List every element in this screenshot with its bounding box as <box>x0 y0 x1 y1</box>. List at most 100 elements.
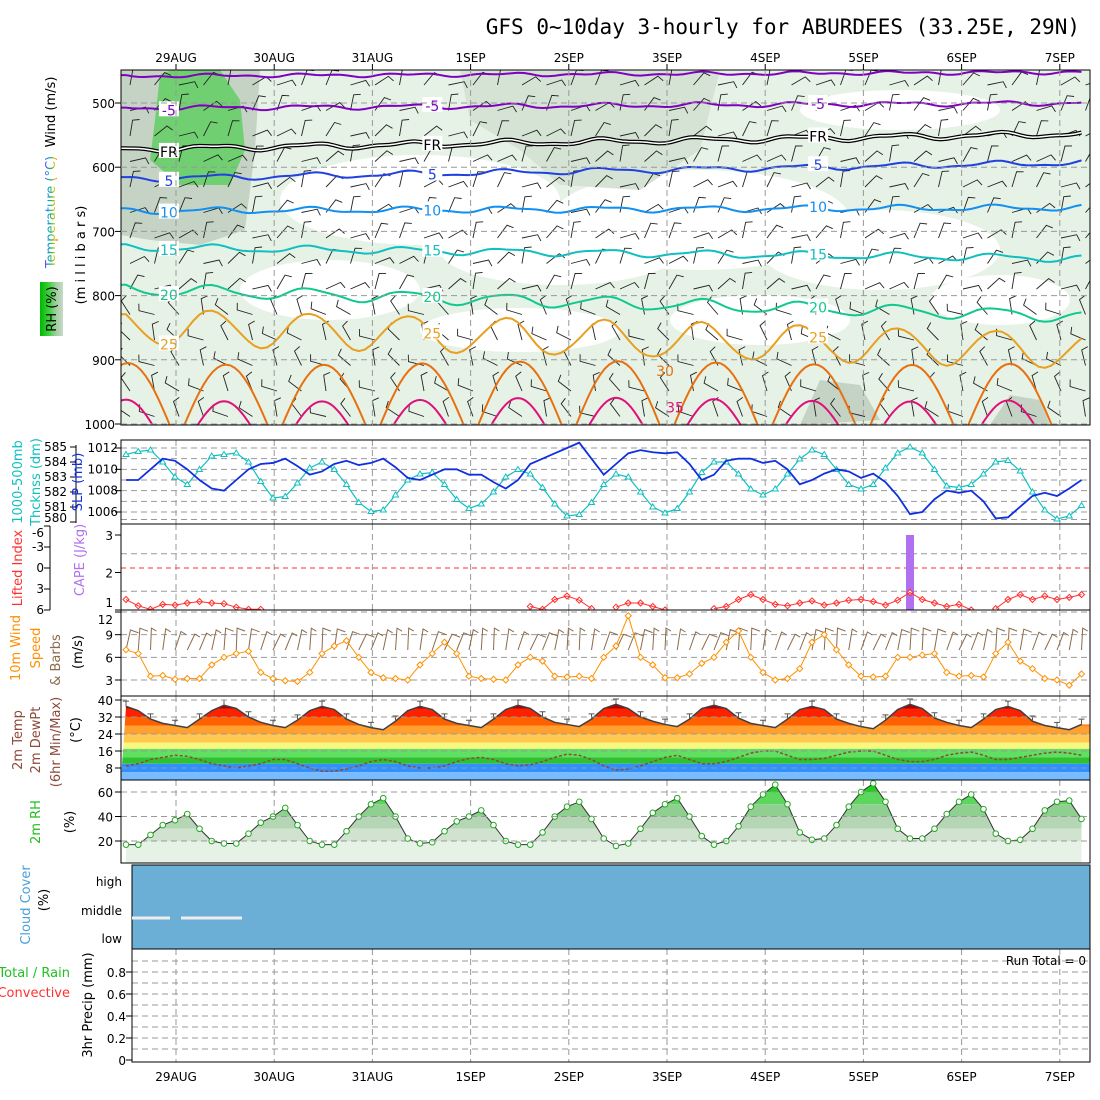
wind-barb <box>693 147 709 162</box>
wind-barb <box>203 221 214 239</box>
thickness-point <box>930 465 939 472</box>
wind-barb <box>178 93 189 111</box>
li-point <box>710 604 718 610</box>
contour-label: -5 <box>811 97 825 113</box>
thickness-point <box>661 509 669 516</box>
wind-barb <box>227 154 248 162</box>
wind-barb <box>521 195 532 213</box>
wind-barb <box>154 125 173 137</box>
wind-speed-point <box>489 675 498 683</box>
contour-line <box>121 309 1083 369</box>
wind-barb <box>457 378 474 392</box>
wind-barb <box>203 121 218 137</box>
day-label-top: 5SEP <box>848 51 878 65</box>
wind-barb <box>727 378 743 392</box>
wind-barb <box>875 299 890 315</box>
wind-barb <box>926 347 939 366</box>
wind-barb <box>448 197 462 213</box>
wind-speed-point <box>1065 681 1073 689</box>
wind-barb <box>889 247 902 264</box>
wind-barb <box>823 627 834 651</box>
contour-label-bg <box>422 324 443 340</box>
wind-tick-label: 6 <box>105 651 113 665</box>
wind-barb <box>1047 400 1062 417</box>
wind-barb <box>791 284 811 292</box>
rh-point <box>771 781 779 788</box>
wind-barb <box>1068 628 1079 651</box>
temp-tick-label: 40 <box>98 694 113 708</box>
wind-barb <box>659 295 670 315</box>
wind-barb <box>580 301 596 315</box>
wind-barb <box>840 272 852 290</box>
wind-barb <box>530 379 547 392</box>
temp-label-3: (6hr Min/Max) <box>49 697 64 787</box>
wind-speed-point <box>159 671 167 680</box>
wind-barb <box>203 100 223 111</box>
wind-speed-point <box>342 637 351 645</box>
wind-barb <box>889 79 909 87</box>
contour-label: 30 <box>656 364 674 380</box>
contour-label: 10 <box>423 203 441 219</box>
wind-speed-point <box>857 672 865 680</box>
wind-barb <box>611 320 621 341</box>
wind-barb <box>472 221 484 239</box>
thickness-point <box>991 458 1000 465</box>
wind-barb <box>261 326 278 341</box>
wind-barb <box>448 81 468 89</box>
li-tick-label: -3 <box>32 540 44 554</box>
wind-speed-point <box>563 673 571 681</box>
wind-barb <box>693 97 711 111</box>
rh-point <box>514 841 522 848</box>
temp-band <box>121 725 1090 734</box>
wind-barb <box>529 633 547 651</box>
cape-tick-label: 2 <box>105 567 113 581</box>
contour-arch <box>673 361 759 425</box>
upper-panel: -5 -5 -5 FR FR FR 5 5 5 10 10 10 15 15 15 20 20 20 25 25 25 3… <box>121 70 1090 425</box>
wind-barb <box>693 247 705 264</box>
rh-tick-label: 60 <box>98 786 113 800</box>
wind-barb <box>276 199 294 213</box>
wind-barb <box>374 75 394 86</box>
wind-barb <box>897 329 915 341</box>
wind-barb <box>203 171 216 188</box>
wind-barb <box>766 105 787 113</box>
thickness-point <box>440 480 449 487</box>
wind-barb <box>913 272 926 290</box>
wind-speed-point <box>355 653 363 662</box>
rh-band <box>126 816 1082 829</box>
slp-panel <box>122 441 1086 522</box>
wind-barb <box>987 145 999 162</box>
temp-band <box>121 708 1090 717</box>
wind-barb <box>448 229 468 239</box>
wind-barb <box>448 277 467 290</box>
wind-barb <box>472 259 493 267</box>
rh-point <box>159 821 167 829</box>
wind-barb <box>399 255 419 264</box>
wind-barb <box>644 150 663 162</box>
thickness-point <box>844 480 853 487</box>
wind-barb <box>766 277 786 290</box>
wind-barb <box>448 93 459 111</box>
thickness-point <box>624 473 633 480</box>
wind-barb <box>420 371 428 392</box>
wind-barb <box>644 222 658 239</box>
wind-barb <box>178 180 199 188</box>
wind-barb <box>811 346 819 366</box>
wind-panel <box>122 612 1088 689</box>
rh-dry-area <box>670 295 850 345</box>
wind-speed-point <box>722 638 730 646</box>
wind-barb <box>497 70 501 86</box>
wind-barb <box>129 70 134 86</box>
wind-barb <box>301 119 313 137</box>
contour-label-bg <box>808 328 829 344</box>
wind-barb <box>387 347 400 366</box>
wind-barb <box>325 102 346 111</box>
precip-labels: Total / Rain Convective 3hr Precip (mm) … <box>0 952 1086 1057</box>
wind-barb <box>1053 371 1062 392</box>
wind-barb <box>595 121 611 137</box>
day-label-top: 1SEP <box>456 51 486 65</box>
wind-barb <box>508 400 523 417</box>
wind-barb <box>938 119 949 137</box>
temp-minmax-bar <box>956 719 962 726</box>
wind-barb <box>213 351 229 366</box>
